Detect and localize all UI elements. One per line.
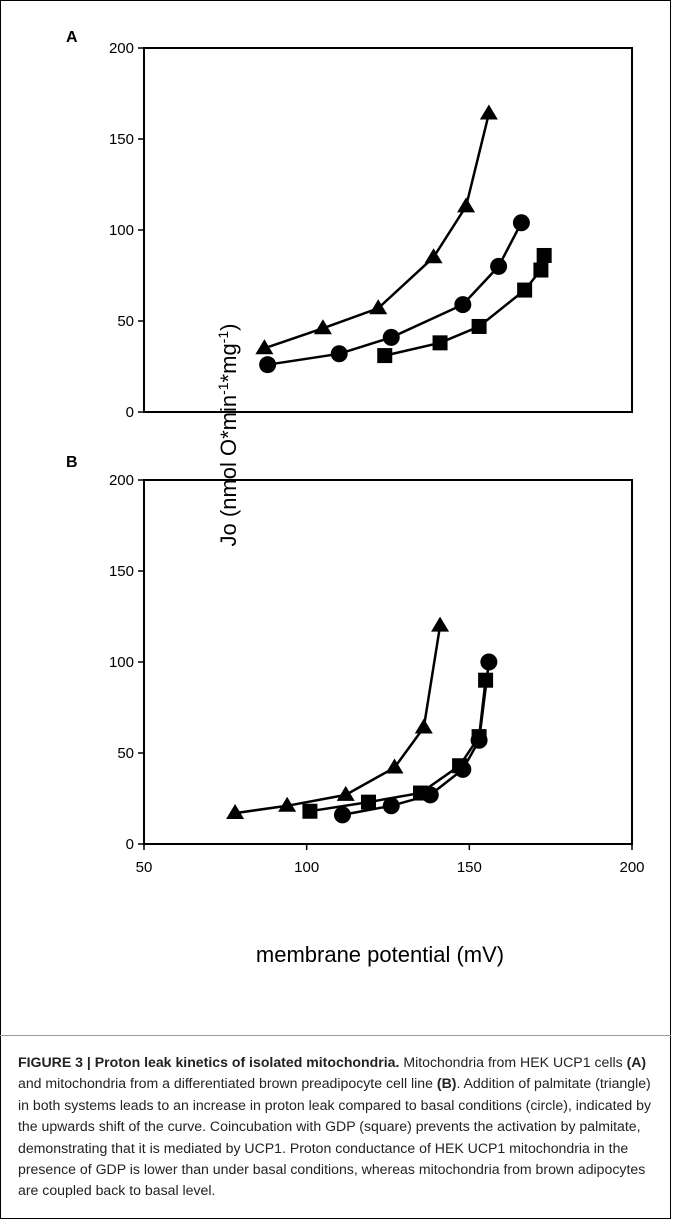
marker-triangle-a-4 xyxy=(424,248,443,264)
panel-label-b: B xyxy=(66,454,78,471)
marker-triangle-b-3 xyxy=(336,785,355,801)
caption-text-2: and mitochondria from a differentiated b… xyxy=(18,1075,437,1092)
marker-triangle-b-1 xyxy=(226,804,245,820)
marker-circle-a-1 xyxy=(259,356,277,374)
x-tick-label-b-200: 200 xyxy=(619,859,644,876)
y-tick-label-a-50: 50 xyxy=(117,313,134,330)
marker-square-b-2 xyxy=(360,794,376,810)
y-tick-label-b-50: 50 xyxy=(117,745,134,762)
caption-ref-b: (B) xyxy=(436,1075,457,1092)
marker-triangle-b-6 xyxy=(431,616,450,632)
marker-square-b-5 xyxy=(471,729,487,745)
series-line-triangle-a xyxy=(263,113,491,350)
y-axis-title-text: Jo (nmol O*min xyxy=(216,395,241,547)
y-tick-label-a-0: 0 xyxy=(126,404,134,421)
y-axis-title: Jo (nmol O*min-1*mg-1) xyxy=(215,324,241,547)
marker-square-a-6 xyxy=(536,247,552,263)
y-axis-title-mid: *mg xyxy=(216,343,241,382)
marker-circle-b-1 xyxy=(333,806,351,824)
marker-triangle-a-5 xyxy=(457,197,476,213)
caption-title: FIGURE 3 | Proton leak kinetics of isola… xyxy=(18,1054,400,1070)
y-tick-label-b-200: 200 xyxy=(109,472,134,489)
marker-circle-a-4 xyxy=(454,296,472,314)
y-tick-label-b-150: 150 xyxy=(109,563,134,580)
x-axis-title: membrane potential (mV) xyxy=(256,942,504,967)
marker-triangle-b-2 xyxy=(278,796,297,812)
y-tick-label-a-100: 100 xyxy=(109,222,134,239)
x-tick-label-b-50: 50 xyxy=(136,859,153,876)
y-axis-title-exp1: -1 xyxy=(215,382,231,395)
marker-triangle-b-5 xyxy=(414,718,433,734)
caption-ref-a: (A) xyxy=(626,1054,647,1070)
marker-square-a-1 xyxy=(377,348,393,364)
y-tick-label-b-0: 0 xyxy=(126,836,134,853)
caption-text-3: . Addition of palmitate (triangle) in bo… xyxy=(18,1075,651,1199)
panel-label-a: A xyxy=(66,29,78,46)
caption-divider xyxy=(0,1035,671,1036)
marker-square-a-4 xyxy=(517,282,533,298)
series-line-square-b xyxy=(309,680,487,813)
marker-circle-a-3 xyxy=(382,328,400,346)
marker-square-b-4 xyxy=(452,758,468,774)
marker-circle-a-6 xyxy=(512,214,530,232)
marker-square-a-5 xyxy=(533,262,549,278)
series-line-triangle-b xyxy=(234,625,442,815)
caption-text-1: Mitochondria from HEK UCP1 cells xyxy=(399,1054,627,1070)
x-tick-label-b-100: 100 xyxy=(294,859,319,876)
marker-circle-a-5 xyxy=(490,257,508,275)
panel-a: A 0 50 100 150 200 xyxy=(66,29,633,421)
marker-triangle-a-6 xyxy=(479,104,498,120)
marker-triangle-b-4 xyxy=(385,758,404,774)
marker-triangle-a-2 xyxy=(313,319,332,335)
marker-square-b-1 xyxy=(302,803,318,819)
marker-square-a-3 xyxy=(471,318,487,334)
figure-caption: FIGURE 3 | Proton leak kinetics of isola… xyxy=(18,1052,658,1202)
y-tick-label-a-150: 150 xyxy=(109,131,134,148)
marker-circle-b-2 xyxy=(382,797,400,815)
y-axis-title-exp2: -1 xyxy=(215,331,231,344)
marker-circle-b-6 xyxy=(480,653,498,671)
marker-triangle-a-3 xyxy=(369,299,388,315)
y-axis-title-end: ) xyxy=(216,324,241,331)
marker-square-b-3 xyxy=(413,785,429,801)
y-tick-label-b-100: 100 xyxy=(109,654,134,671)
marker-square-a-2 xyxy=(432,335,448,351)
y-tick-label-a-200: 200 xyxy=(109,40,134,57)
marker-triangle-a-1 xyxy=(255,339,274,355)
marker-circle-a-2 xyxy=(330,345,348,363)
marker-square-b-6 xyxy=(478,672,494,688)
x-tick-label-b-150: 150 xyxy=(457,859,482,876)
